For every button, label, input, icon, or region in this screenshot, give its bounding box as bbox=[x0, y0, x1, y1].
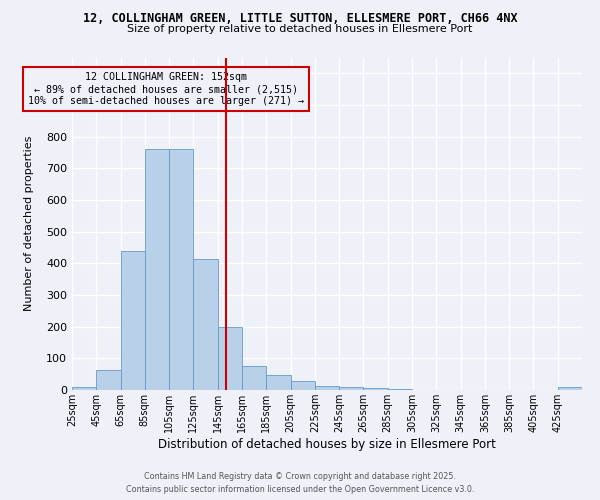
Bar bbox=[218, 326, 242, 390]
Bar bbox=[145, 148, 169, 390]
Bar bbox=[266, 376, 290, 390]
Bar bbox=[169, 148, 193, 390]
X-axis label: Distribution of detached houses by size in Ellesmere Port: Distribution of detached houses by size … bbox=[158, 438, 496, 451]
Bar bbox=[121, 250, 145, 390]
Text: Size of property relative to detached houses in Ellesmere Port: Size of property relative to detached ho… bbox=[127, 24, 473, 34]
Bar bbox=[290, 381, 315, 390]
Text: Contains HM Land Registry data © Crown copyright and database right 2025.
Contai: Contains HM Land Registry data © Crown c… bbox=[126, 472, 474, 494]
Bar bbox=[558, 388, 582, 390]
Bar bbox=[242, 366, 266, 390]
Y-axis label: Number of detached properties: Number of detached properties bbox=[23, 136, 34, 312]
Text: 12 COLLINGHAM GREEN: 152sqm
← 89% of detached houses are smaller (2,515)
10% of : 12 COLLINGHAM GREEN: 152sqm ← 89% of det… bbox=[28, 72, 304, 106]
Text: 12, COLLINGHAM GREEN, LITTLE SUTTON, ELLESMERE PORT, CH66 4NX: 12, COLLINGHAM GREEN, LITTLE SUTTON, ELL… bbox=[83, 12, 517, 24]
Bar bbox=[96, 370, 121, 390]
Bar bbox=[72, 387, 96, 390]
Bar bbox=[339, 387, 364, 390]
Bar bbox=[364, 388, 388, 390]
Bar bbox=[315, 386, 339, 390]
Bar bbox=[388, 388, 412, 390]
Bar bbox=[193, 259, 218, 390]
